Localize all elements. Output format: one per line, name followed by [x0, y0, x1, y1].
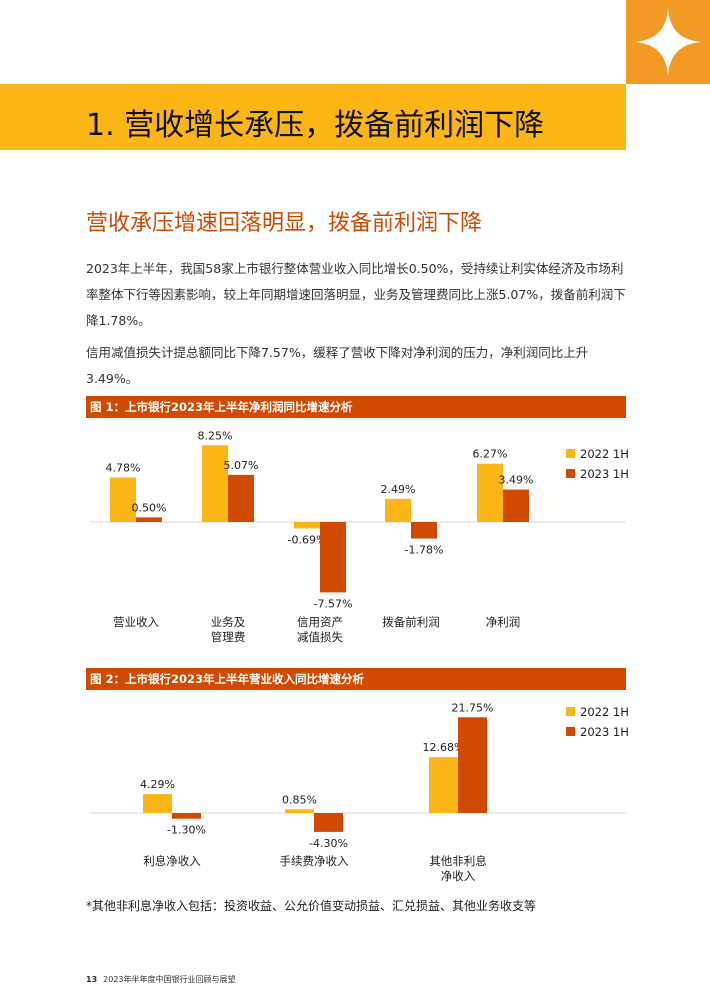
data-label: -1.30%	[167, 824, 206, 837]
subtitle: 营收承压增速回落明显，拨备前利润下降	[86, 211, 483, 236]
data-label: 21.75%	[452, 701, 494, 714]
bar-2022-1	[285, 809, 314, 813]
legend-swatch	[566, 469, 575, 478]
category-label: 信用资产	[297, 615, 343, 629]
category-label: 业务及	[211, 615, 246, 629]
figure-2-title: 图 2：上市银行2023年上半年营业收入同比增速分析	[90, 672, 365, 686]
footnote: *其他非利息净收入包括：投资收益、公允价值变动损益、汇兑损益、其他业务收支等	[86, 899, 537, 913]
category-label: 营业收入	[113, 615, 159, 629]
corner-block	[626, 0, 710, 84]
data-label: -1.78%	[405, 544, 444, 557]
data-label: -0.69%	[288, 533, 327, 546]
page-footer: 13 2023年半年度中国银行业回顾与展望	[86, 974, 236, 985]
data-label: 8.25%	[198, 429, 233, 442]
bar-2022-2	[294, 522, 320, 529]
legend-swatch	[566, 449, 575, 458]
bar-2022-4	[477, 463, 503, 522]
footer-text: 2023年半年度中国银行业回顾与展望	[103, 975, 236, 984]
data-label: -7.57%	[314, 597, 353, 610]
data-label: 5.07%	[224, 459, 259, 472]
data-label: 4.29%	[140, 778, 175, 791]
bar-2022-2	[429, 757, 458, 813]
category-label: 利息净收入	[143, 854, 201, 868]
bar-2023-2	[320, 522, 346, 593]
bar-2022-0	[110, 477, 136, 522]
sparkle-star-icon	[634, 8, 702, 76]
bar-2023-1	[228, 474, 254, 522]
category-label: 拨备前利润	[382, 615, 440, 629]
bar-2022-3	[385, 498, 411, 522]
legend-swatch	[566, 707, 575, 716]
paragraph-1: 2023年上半年，我国58家上市银行整体营业收入同比增长0.50%，受持续让利实…	[86, 261, 626, 328]
bar-2022-1	[202, 445, 228, 522]
legend-label: 2023 1H	[580, 467, 629, 481]
page-number: 13	[86, 975, 98, 984]
bar-2023-1	[314, 813, 343, 832]
legend-swatch	[566, 727, 575, 736]
category-label: 净收入	[441, 869, 476, 883]
section-title: 1. 营收增长承压，拨备前利润下降	[86, 108, 545, 143]
data-label: 3.49%	[499, 474, 534, 487]
figure-2-chart: 4.29% -1.30% 利息净收入 0.85% -4.30% 手续费净收入 12.68% 2…	[90, 701, 629, 883]
category-label: 减值损失	[297, 630, 343, 644]
figure-1-title-bar: 图 1：上市银行2023年上半年净利润同比增速分析	[86, 396, 626, 418]
legend-label: 2022 1H	[580, 705, 629, 719]
figure-2-title-bar: 图 2：上市银行2023年上半年营业收入同比增速分析	[86, 668, 626, 690]
paragraph-2: 信用减值损失计提总额同比下降7.57%，缓释了营收下降对净利润的压力，净利润同比…	[86, 345, 589, 386]
bar-2022-0	[143, 794, 172, 813]
category-label: 手续费净收入	[280, 854, 349, 868]
data-label: 0.50%	[132, 501, 167, 514]
bar-2023-2	[458, 717, 487, 813]
data-label: 0.85%	[282, 793, 317, 806]
category-label: 其他非利息	[429, 854, 487, 868]
section-banner	[0, 84, 626, 150]
bar-2023-4	[503, 489, 529, 522]
legend-label: 2022 1H	[580, 447, 629, 461]
data-label: 6.27%	[473, 448, 508, 461]
category-label: 管理费	[211, 630, 246, 644]
figure-1-title: 图 1：上市银行2023年上半年净利润同比增速分析	[90, 400, 353, 414]
data-label: -4.30%	[309, 837, 348, 850]
bar-2023-0	[172, 813, 201, 819]
figure-1-chart: 4.78% 0.50% 营业收入 8.25% 5.07% 业务及管理费 -0.69% -7.5…	[90, 429, 629, 644]
data-label: 2.49%	[381, 483, 416, 496]
bar-2023-0	[136, 517, 162, 522]
bar-2023-3	[411, 522, 437, 539]
legend-label: 2023 1H	[580, 725, 629, 739]
data-label: 12.68%	[423, 741, 465, 754]
data-label: 4.78%	[106, 462, 141, 475]
category-label: 净利润	[486, 615, 521, 629]
